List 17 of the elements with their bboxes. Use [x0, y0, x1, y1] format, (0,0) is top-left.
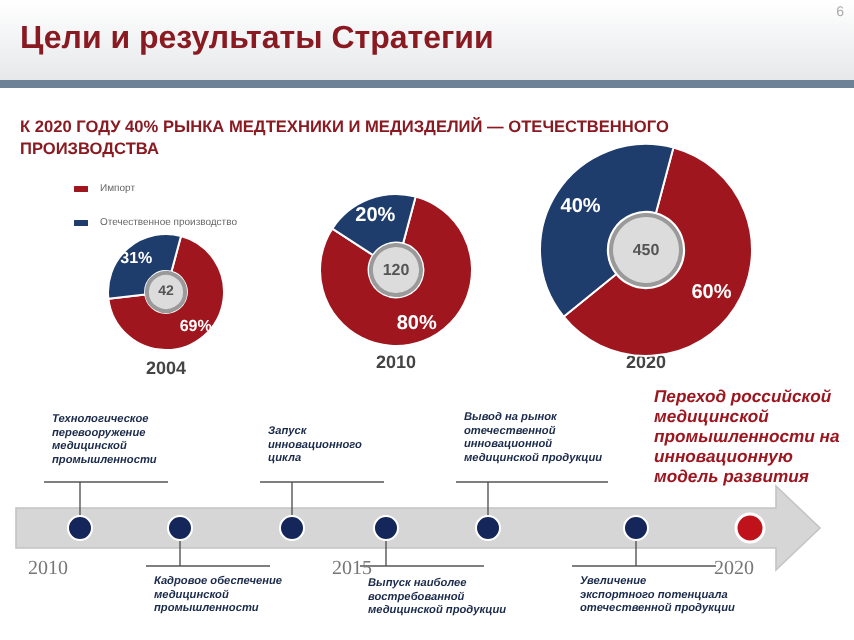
text: 450: [632, 241, 661, 259]
text: 2004: [145, 358, 187, 378]
data-label: 80%: [396, 312, 437, 335]
text: 2020: [625, 352, 667, 372]
text: 2020: [714, 558, 754, 580]
data-label: 20%: [355, 205, 396, 228]
data-label: 69%: [179, 317, 212, 336]
data-label: 40%: [560, 196, 601, 219]
text: Переход российской медицинской промышленности на инновационную модель развития: [654, 386, 840, 486]
text: К 2020 ГОДУ 40% РЫНКА МЕДТЕХНИКИ И МЕДИЗДЕЛИЙ — ОТЕЧЕСТВЕННОГО ПРОИЗВОДСТВА: [20, 116, 671, 160]
data-label: 31%: [120, 248, 153, 267]
chart-title: Цели и результаты Стратегии: [20, 22, 494, 58]
text: 2010: [375, 352, 417, 372]
text: 2015: [332, 558, 372, 580]
data-label: 60%: [691, 281, 732, 304]
text: 120: [382, 261, 411, 279]
text: 2010: [28, 558, 68, 580]
